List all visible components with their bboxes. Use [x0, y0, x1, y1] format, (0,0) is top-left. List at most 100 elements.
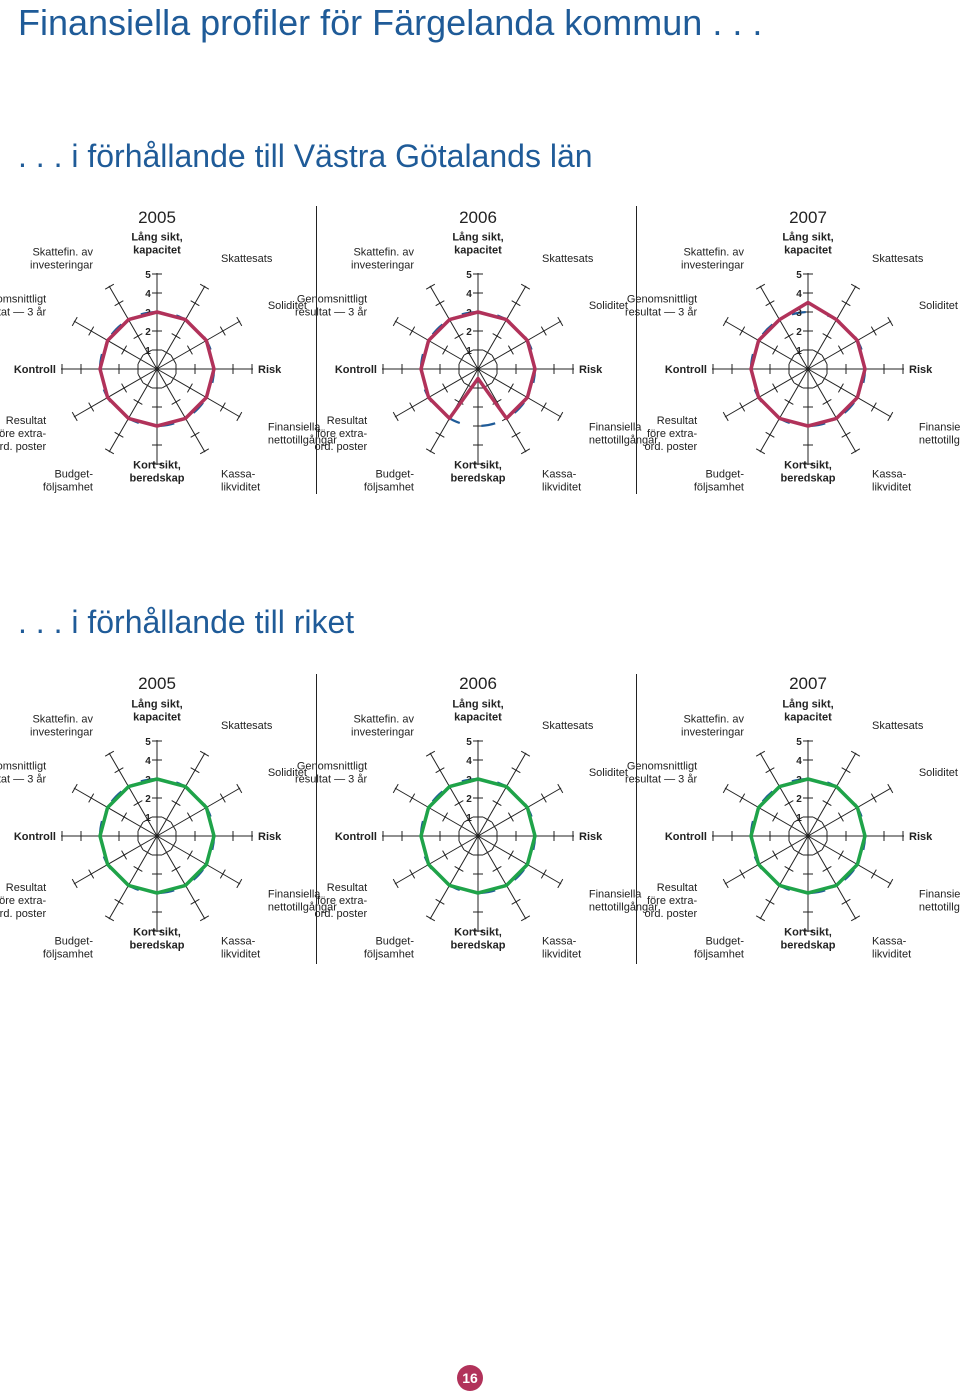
scale-tick-label: 5: [796, 737, 802, 748]
radar-axis-tick: [722, 316, 729, 327]
scale-tick-label: 4: [466, 756, 472, 767]
axis-label-line: Finansiella: [268, 422, 321, 434]
axis-label-line: beredskap: [780, 473, 835, 485]
radar-axis-tick: [822, 333, 832, 340]
radar-axis-tick: [88, 326, 95, 336]
axis-label-line: Risk: [258, 364, 282, 376]
axis-label: Risk: [258, 364, 282, 376]
radar-axis-tick: [491, 354, 498, 365]
axis-label-line: kapacitet: [454, 712, 502, 724]
axis-label-line: Kort sikt,: [784, 927, 832, 939]
radar-axis-tick: [507, 345, 514, 355]
year-label-region-2007: 2007: [789, 208, 827, 227]
axis-label-line: kapacitet: [784, 712, 832, 724]
radar-axis-tick: [822, 865, 832, 872]
axis-label-line: Skattesats: [221, 720, 273, 732]
radar-axis-line: [156, 787, 241, 837]
axis-label: Budget-följsamhet: [364, 935, 414, 960]
radar-axis-tick: [199, 915, 210, 922]
axis-label-line: före extra-: [0, 895, 46, 907]
axis-label: Budget-följsamhet: [43, 468, 93, 493]
axis-label-line: före extra-: [317, 428, 367, 440]
radar-axis-tick: [837, 812, 844, 822]
axis-label-line: investeringar: [351, 260, 414, 272]
radar-axis-tick: [520, 915, 531, 922]
radar-axis-tick: [142, 816, 153, 823]
axis-label-line: följsamhet: [694, 481, 744, 493]
axis-label-line: Soliditet: [919, 767, 958, 779]
axis-label-line: Kontroll: [14, 831, 56, 843]
axis-label: Kontroll: [14, 364, 56, 376]
radar-axis-tick: [772, 383, 779, 393]
radar-axis-tick: [171, 865, 181, 872]
radar-axis-line: [73, 368, 158, 418]
axis-label-line: Skattefin. av: [683, 247, 744, 259]
axis-label: Kassa-likviditet: [221, 935, 260, 960]
scale-tick-label: 1: [145, 813, 151, 824]
axis-label-line: Skattesats: [872, 720, 924, 732]
radar-axis-line: [429, 285, 479, 370]
axis-label-line: Risk: [579, 364, 603, 376]
radar-axis-tick: [161, 349, 172, 356]
radar-axis-line: [807, 368, 892, 418]
radar-axis-tick: [137, 821, 144, 832]
axis-label: Kassa-likviditet: [872, 468, 911, 493]
radar-axis-tick: [133, 800, 143, 807]
radar-axis-tick: [812, 849, 823, 856]
radar-axis-tick: [236, 783, 243, 794]
radar-axis-tick: [171, 398, 181, 405]
radar-axis-tick: [161, 816, 172, 823]
radar-axis-tick: [772, 850, 779, 860]
radar-axis-tick: [850, 750, 861, 757]
radar-axis-tick: [491, 840, 498, 851]
radar-axis-tick: [765, 767, 775, 774]
axis-label-line: resultat — 3 år: [0, 307, 46, 319]
axis-label: Skattefin. av investeringar: [681, 714, 744, 739]
radar-axis-tick: [161, 382, 172, 389]
axis-label-line: ord. poster: [315, 908, 368, 920]
axis-label-line: Soliditet: [589, 767, 628, 779]
radar-axis-tick: [557, 783, 564, 794]
axis-label-line: Risk: [909, 831, 933, 843]
scale-tick-label: 2: [796, 794, 802, 805]
radar-axis-tick: [199, 283, 210, 290]
axis-label-line: Kort sikt,: [784, 460, 832, 472]
column-divider: [316, 206, 317, 494]
radar-axis-line: [477, 787, 562, 837]
axis-label-line: följsamhet: [364, 481, 414, 493]
radar-axis-tick: [121, 345, 128, 355]
axis-label-line: Resultat: [657, 415, 697, 427]
axis-label-line: Kort sikt,: [133, 460, 181, 472]
radar-axis-tick: [739, 793, 746, 803]
radar-axis-line: [156, 835, 241, 885]
radar-axis-tick: [491, 821, 498, 832]
axis-label-line: ord. poster: [315, 441, 368, 453]
axis-label-line: beredskap: [129, 473, 184, 485]
axis-label-line: Resultat: [6, 415, 46, 427]
axis-label-line: Resultat: [327, 415, 367, 427]
radar-axis-tick: [765, 431, 775, 438]
radar-axis-tick: [190, 431, 200, 438]
axis-label-line: investeringar: [30, 260, 93, 272]
radar-axis-line: [477, 368, 562, 418]
axis-label-line: Budget-: [375, 468, 414, 480]
radar-axis-tick: [435, 767, 445, 774]
scale-tick-label: 3: [796, 308, 802, 319]
axis-label: Lång sikt, kapacitet: [782, 699, 833, 724]
radar-axis-tick: [784, 398, 794, 405]
radar-axis-tick: [142, 349, 153, 356]
axis-label: Risk: [909, 831, 933, 843]
axis-label: Soliditet: [268, 767, 307, 779]
radar-axis-line: [477, 320, 562, 370]
axis-label-line: Budget-: [375, 935, 414, 947]
axis-label-line: ord. poster: [0, 441, 46, 453]
axis-label: Skattefin. av investeringar: [351, 247, 414, 272]
radar-axis-tick: [170, 821, 177, 832]
